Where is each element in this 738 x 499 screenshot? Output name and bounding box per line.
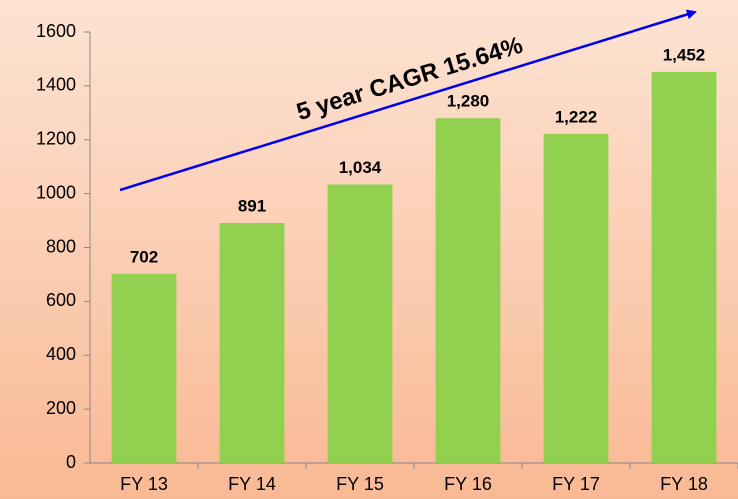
bar — [651, 71, 717, 464]
x-tick-label: FY 14 — [228, 474, 276, 494]
value-label: 702 — [130, 247, 158, 266]
value-label: 1,452 — [663, 45, 706, 64]
y-tick-label: 1600 — [36, 21, 76, 41]
y-tick-label: 0 — [66, 452, 76, 472]
bar — [111, 273, 177, 463]
value-label: 891 — [238, 196, 266, 215]
y-tick-label: 1000 — [36, 182, 76, 202]
x-tick-label: FY 15 — [336, 474, 384, 494]
y-tick-label: 1200 — [36, 129, 76, 149]
x-tick-label: FY 16 — [444, 474, 492, 494]
x-tick-label: FY 13 — [120, 474, 168, 494]
value-label: 1,034 — [339, 158, 382, 177]
value-label: 1,222 — [555, 107, 598, 126]
y-tick-label: 800 — [46, 236, 76, 256]
bar — [219, 222, 285, 463]
value-label: 1,280 — [447, 92, 490, 111]
bar — [327, 184, 393, 463]
x-tick-label: FY 18 — [660, 474, 708, 494]
y-tick-label: 600 — [46, 290, 76, 310]
bar — [435, 118, 501, 463]
y-tick-label: 400 — [46, 344, 76, 364]
x-tick-label: FY 17 — [552, 474, 600, 494]
bar — [543, 133, 609, 464]
trend-arrow — [119, 9, 697, 192]
y-tick-label: 1400 — [36, 75, 76, 95]
y-tick-label: 200 — [46, 398, 76, 418]
